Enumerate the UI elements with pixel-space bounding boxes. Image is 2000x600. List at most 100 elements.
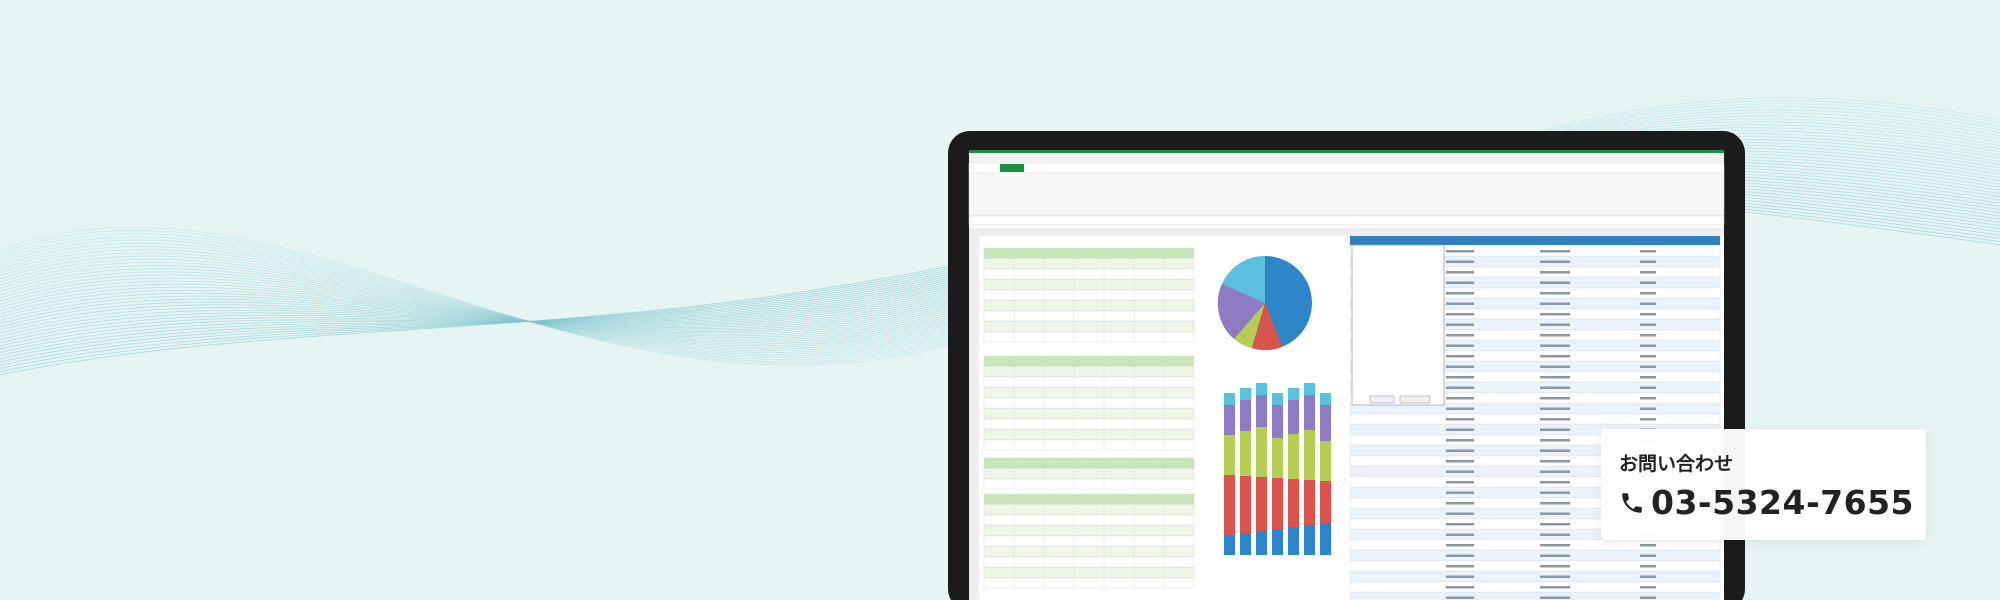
cell-text <box>1446 491 1474 494</box>
cell-text <box>1446 334 1474 337</box>
pie-slice <box>1222 256 1265 303</box>
table-row <box>1349 340 1721 351</box>
cell-text <box>1540 439 1570 442</box>
cell-text <box>1640 596 1656 599</box>
cell-text <box>1446 575 1474 578</box>
cell-text <box>1640 376 1656 379</box>
cell-text <box>1640 344 1656 347</box>
table-row <box>1349 403 1721 414</box>
stack-segment <box>1256 395 1267 427</box>
stack-segment <box>1272 405 1283 438</box>
stack-segment <box>1288 388 1299 400</box>
cell-text <box>1446 439 1474 442</box>
row <box>983 397 1195 409</box>
row <box>983 556 1195 568</box>
stack-segment <box>1320 393 1331 405</box>
cell-text <box>1640 397 1656 400</box>
cell-text <box>1540 313 1570 316</box>
cell-text <box>1640 407 1656 410</box>
cell-text <box>1540 575 1570 578</box>
row <box>983 300 1195 311</box>
cell-text <box>1640 575 1656 578</box>
pie-slice <box>1217 284 1265 339</box>
pie-slice <box>1252 303 1282 350</box>
stack-segment <box>1304 383 1315 395</box>
cell-text <box>1540 334 1570 337</box>
stack-segment <box>1304 525 1315 555</box>
cell-text <box>1540 281 1570 284</box>
table-row <box>1349 245 1721 257</box>
stack-segment <box>1240 388 1251 400</box>
stack-segment <box>1320 481 1331 523</box>
cell-text <box>1446 460 1474 463</box>
row <box>983 321 1195 332</box>
row <box>983 535 1195 547</box>
row <box>983 376 1195 388</box>
cell-text <box>1640 334 1656 337</box>
cell-text <box>1640 323 1656 326</box>
column-headers <box>969 228 1724 236</box>
cell-text <box>1446 313 1474 316</box>
cell-text <box>1640 260 1656 263</box>
cell-text <box>1540 418 1570 421</box>
cell-text <box>1640 418 1656 421</box>
row <box>983 439 1195 451</box>
cell-text <box>1540 470 1570 473</box>
cell-text <box>1540 302 1570 305</box>
cell-text <box>1446 397 1474 400</box>
stack-segment <box>1288 527 1299 555</box>
stack-segment <box>1240 400 1251 431</box>
cancel-button[interactable] <box>1399 395 1431 404</box>
contact-phone[interactable]: 03-5324-7655 <box>1651 483 1915 522</box>
cell-text <box>1446 302 1474 305</box>
cell-text <box>1446 523 1474 526</box>
table-row <box>1349 256 1721 267</box>
cell-text <box>1540 481 1570 484</box>
row <box>983 514 1195 526</box>
stack-segment <box>1240 533 1251 555</box>
cell-text <box>1540 386 1570 389</box>
table-row <box>1349 571 1721 582</box>
cell-text <box>1540 449 1570 452</box>
cell-text <box>1446 260 1474 263</box>
cell-text <box>1540 533 1570 536</box>
table-row <box>1349 382 1721 393</box>
contact-box: お問い合わせ 03-5324-7655 <box>1601 429 1926 540</box>
cell-text <box>1540 376 1570 379</box>
cell-text <box>1446 292 1474 295</box>
cell-text <box>1640 271 1656 274</box>
ok-button[interactable] <box>1369 395 1395 404</box>
table-row <box>1349 277 1721 288</box>
row <box>983 408 1195 419</box>
stacked-chart <box>1224 383 1331 555</box>
cell-text <box>1540 565 1570 568</box>
table-row <box>1349 266 1721 278</box>
cell-text <box>1540 596 1570 599</box>
row <box>983 268 1195 280</box>
row <box>983 310 1195 322</box>
stack-segment <box>1272 438 1283 478</box>
stack-segment <box>1256 531 1267 555</box>
row <box>983 468 1195 479</box>
cell-text <box>1540 250 1570 253</box>
contact-label: お問い合わせ <box>1619 453 1734 475</box>
pie-slice <box>1234 303 1265 348</box>
cell-text <box>1446 502 1474 505</box>
cell-text <box>1640 544 1656 547</box>
sheet-content <box>983 247 1195 589</box>
menu-tabs <box>968 162 1725 174</box>
cell-text <box>1446 544 1474 547</box>
row <box>983 525 1195 536</box>
cell-text <box>1446 281 1474 284</box>
table-row <box>1349 550 1721 561</box>
row <box>983 493 1195 505</box>
cell-text <box>1540 355 1570 358</box>
stack-segment <box>1224 475 1235 535</box>
cell-text <box>1446 407 1474 410</box>
table-rows <box>1349 245 1721 600</box>
table-row <box>1349 581 1721 593</box>
row <box>983 457 1195 469</box>
stack-segment <box>1272 529 1283 555</box>
cell-text <box>1540 271 1570 274</box>
